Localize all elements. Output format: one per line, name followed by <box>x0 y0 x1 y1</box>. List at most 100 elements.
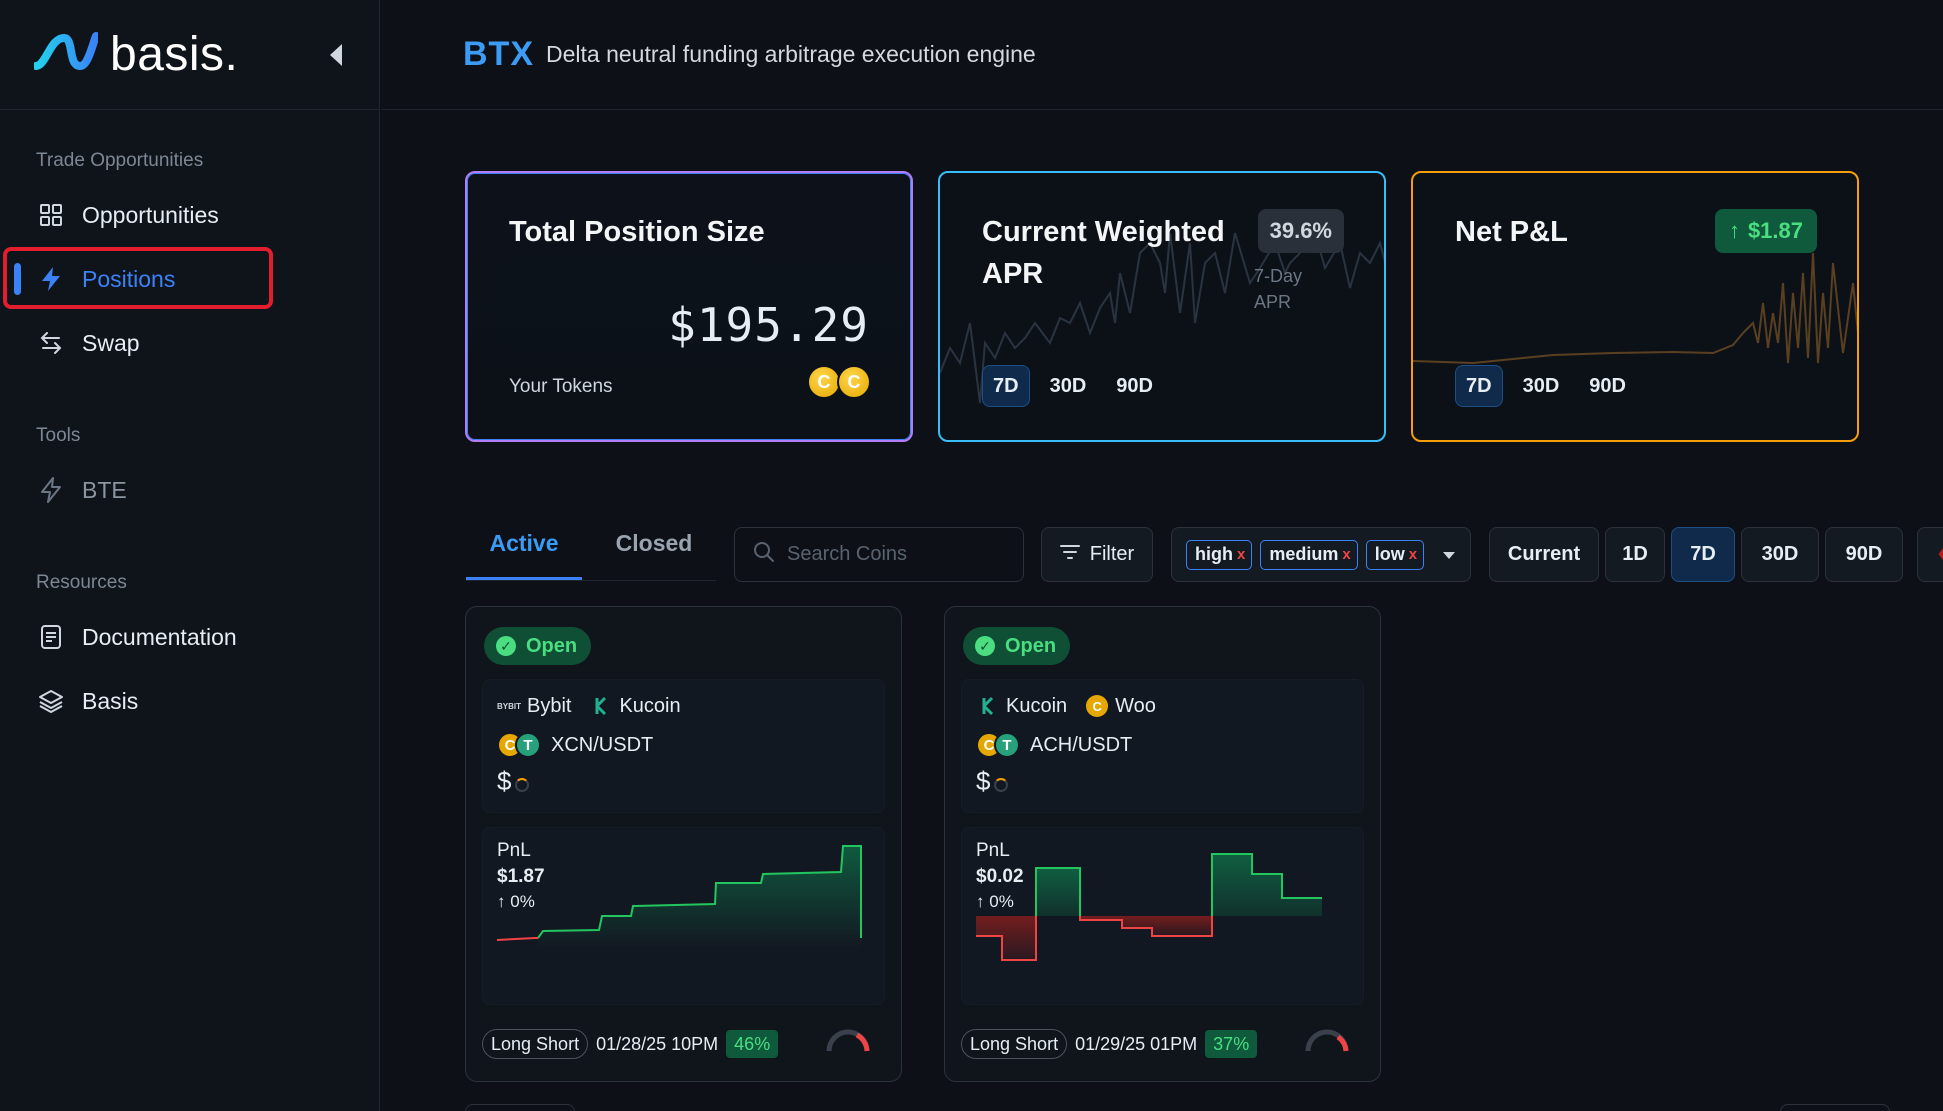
position-amount: $ <box>497 766 530 797</box>
sidebar-item-basis[interactable]: Basis <box>0 673 380 729</box>
pnl-change-value: 0% <box>510 892 535 911</box>
chip-label: medium <box>1269 544 1339 564</box>
pnl-label: PnL <box>497 840 531 861</box>
position-footer: Long Short 01/29/25 01PM 37% <box>961 1027 1364 1061</box>
allocation-badge: 46% <box>726 1030 779 1058</box>
sidebar: basis. Trade Opportunities Opportunities… <box>0 0 380 1111</box>
section-title-resources: Resources <box>36 572 127 593</box>
amount-prefix: $ <box>976 766 991 796</box>
range-30d-button[interactable]: 30D <box>1522 374 1560 397</box>
logo-text: basis. <box>110 28 239 81</box>
tabs-divider <box>466 580 716 581</box>
position-card[interactable]: ✓ Open Kucoin C Woo C T ACH/USDT $ <box>944 606 1381 1082</box>
search-icon <box>753 541 775 568</box>
remove-chip-icon[interactable]: x <box>1237 546 1246 563</box>
weighted-apr-card: Current Weighted APR 39.6% 7-Day APR 7D … <box>938 171 1386 442</box>
risk-gauge-icon <box>1305 1029 1349 1052</box>
pnl-range-selector: 7D 30D 90D <box>1455 365 1636 407</box>
arrow-up-icon: ↑ <box>497 892 511 911</box>
tab-closed[interactable]: Closed <box>615 530 693 556</box>
net-pnl-badge: ↑ $1.87 <box>1714 209 1817 253</box>
risk-gauge-icon <box>826 1029 870 1052</box>
pnl-value: $1.87 <box>497 866 545 887</box>
chip-low[interactable]: low x <box>1365 539 1425 570</box>
position-card-stub <box>465 1104 575 1111</box>
position-card[interactable]: ✓ Open BYBIT Bybit Kucoin C T XCN/USDT $ P… <box>465 606 902 1082</box>
logo-bar: basis. <box>0 0 379 110</box>
range-7d-button[interactable]: 7D <box>1455 365 1503 407</box>
net-pnl-badge-value: $1.87 <box>1747 218 1803 243</box>
period-90d-button[interactable]: 90D <box>1825 527 1903 582</box>
range-7d-button[interactable]: 7D <box>982 365 1030 407</box>
pnl-change: ↑ 0% <box>497 892 535 912</box>
apr-range-selector: 7D 30D 90D <box>982 365 1163 407</box>
badge-icon: ♦ <box>1938 543 1943 566</box>
strategy-badge: Long Short <box>961 1029 1068 1059</box>
sidebar-item-documentation[interactable]: Documentation <box>0 609 380 665</box>
filter-label: Filter <box>1089 543 1135 565</box>
pnl-chart <box>976 853 1322 961</box>
usdt-coin-icon: T <box>515 732 541 758</box>
brand-title: BTX <box>463 35 534 73</box>
period-7d-button[interactable]: 7D <box>1671 527 1735 582</box>
pair-row: C T XCN/USDT <box>497 732 653 758</box>
chip-high[interactable]: high x <box>1186 539 1253 570</box>
sidebar-item-bte[interactable]: BTE <box>0 462 380 518</box>
basis-logo-icon <box>32 32 100 77</box>
pair-row: C T ACH/USDT <box>976 732 1132 758</box>
search-field[interactable] <box>734 527 1024 582</box>
card-title: Total Position Size <box>509 216 765 248</box>
sublabel-line: 7-Day <box>1253 266 1302 286</box>
period-current-button[interactable]: Current <box>1489 527 1599 582</box>
bybit-logo-icon: BYBIT <box>497 701 521 711</box>
collapse-sidebar-button[interactable] <box>322 40 350 70</box>
woo-logo-icon: C <box>1085 694 1109 718</box>
extra-filter-button[interactable]: ♦ <box>1917 527 1943 582</box>
range-90d-button[interactable]: 90D <box>1116 374 1153 397</box>
amount-prefix: $ <box>497 766 512 796</box>
chevron-down-icon[interactable] <box>1442 548 1456 566</box>
kucoin-logo-icon <box>976 694 1000 718</box>
section-title-tools: Tools <box>36 425 81 446</box>
remove-chip-icon[interactable]: x <box>1342 546 1351 563</box>
period-1d-button[interactable]: 1D <box>1605 527 1665 582</box>
check-circle-icon: ✓ <box>496 636 516 656</box>
status-label: Open <box>526 634 578 657</box>
risk-filter-select[interactable]: high x medium x low x <box>1171 527 1471 582</box>
status-badge: ✓ Open <box>963 627 1071 665</box>
sidebar-item-swap[interactable]: Swap <box>0 315 380 371</box>
token-coin-icon: C <box>837 365 871 399</box>
status-label: Open <box>1005 634 1057 657</box>
position-info: Kucoin C Woo C T ACH/USDT $ <box>961 679 1364 813</box>
exchange-name: Kucoin <box>1006 694 1068 717</box>
position-card-stub <box>1780 1104 1890 1111</box>
highlight-annotation <box>3 247 273 309</box>
sidebar-item-label: BTE <box>82 476 127 503</box>
sidebar-item-label: Swap <box>82 329 140 356</box>
opened-date: 01/28/25 10PM <box>596 1033 719 1054</box>
sublabel-line: APR <box>1253 292 1291 312</box>
pnl-panel: PnL $1.87 ↑ 0% <box>482 827 885 1005</box>
filter-button[interactable]: Filter <box>1041 527 1153 582</box>
sidebar-item-opportunities[interactable]: Opportunities <box>0 187 380 243</box>
period-30d-button[interactable]: 30D <box>1741 527 1819 582</box>
sidebar-item-positions[interactable]: Positions <box>0 251 380 307</box>
card-title: Net P&L <box>1455 216 1568 248</box>
exchange-name: Woo <box>1115 694 1156 717</box>
status-badge: ✓ Open <box>484 627 592 665</box>
range-30d-button[interactable]: 30D <box>1049 374 1087 397</box>
search-input[interactable] <box>787 543 1007 566</box>
swap-arrows-icon <box>38 330 64 356</box>
sidebar-item-label: Documentation <box>82 623 237 650</box>
chip-medium[interactable]: medium x <box>1260 539 1358 570</box>
pnl-change-value: 0% <box>989 892 1014 911</box>
remove-chip-icon[interactable]: x <box>1408 546 1418 563</box>
exchange-a: BYBIT Bybit <box>497 694 571 718</box>
arrow-up-icon: ↑ <box>976 892 990 911</box>
filter-icon <box>1059 543 1080 566</box>
card-title: Current Weighted APR <box>982 211 1225 295</box>
range-90d-button[interactable]: 90D <box>1589 374 1626 397</box>
tab-active[interactable]: Active <box>466 530 582 580</box>
position-info: BYBIT Bybit Kucoin C T XCN/USDT $ <box>482 679 885 813</box>
